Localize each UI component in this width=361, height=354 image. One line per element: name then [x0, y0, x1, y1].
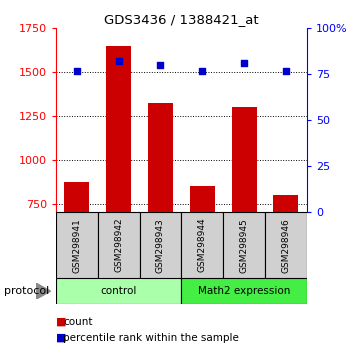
Text: GSM298944: GSM298944 — [198, 218, 207, 273]
Bar — [232, 107, 257, 212]
Bar — [64, 182, 90, 212]
Bar — [265, 212, 307, 278]
Point — [199, 68, 205, 74]
Bar — [106, 46, 131, 212]
Title: GDS3436 / 1388421_at: GDS3436 / 1388421_at — [104, 13, 259, 26]
Bar — [223, 212, 265, 278]
Point — [241, 61, 247, 66]
Point — [283, 68, 289, 74]
Text: GSM298946: GSM298946 — [282, 218, 291, 273]
Text: ■: ■ — [56, 317, 66, 327]
Text: GSM298945: GSM298945 — [240, 218, 249, 273]
Polygon shape — [36, 283, 51, 299]
Text: percentile rank within the sample: percentile rank within the sample — [63, 333, 239, 343]
Bar — [181, 212, 223, 278]
Text: Math2 expression: Math2 expression — [198, 286, 290, 296]
Bar — [148, 103, 173, 212]
Text: ■: ■ — [56, 333, 66, 343]
Bar — [56, 212, 98, 278]
Text: GSM298941: GSM298941 — [72, 218, 81, 273]
Point — [158, 62, 164, 68]
Text: control: control — [100, 286, 137, 296]
Text: GSM298942: GSM298942 — [114, 218, 123, 273]
Text: protocol: protocol — [4, 286, 49, 296]
Bar — [190, 186, 215, 212]
Text: GSM298943: GSM298943 — [156, 218, 165, 273]
Bar — [273, 195, 299, 212]
Bar — [140, 212, 181, 278]
Point — [116, 59, 122, 64]
Bar — [98, 212, 140, 278]
Bar — [56, 278, 181, 304]
Text: count: count — [63, 317, 93, 327]
Point — [74, 68, 80, 74]
Bar — [181, 278, 307, 304]
